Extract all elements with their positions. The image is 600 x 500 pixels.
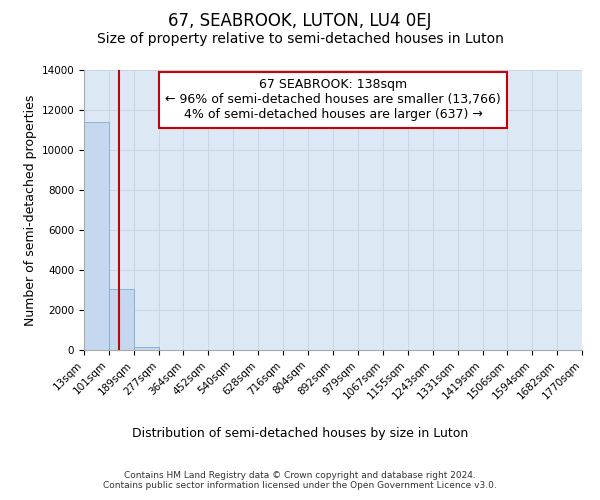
Text: Size of property relative to semi-detached houses in Luton: Size of property relative to semi-detach… [97,32,503,46]
Y-axis label: Number of semi-detached properties: Number of semi-detached properties [25,94,37,326]
Text: 67, SEABROOK, LUTON, LU4 0EJ: 67, SEABROOK, LUTON, LU4 0EJ [168,12,432,30]
Text: 67 SEABROOK: 138sqm
← 96% of semi-detached houses are smaller (13,766)
4% of sem: 67 SEABROOK: 138sqm ← 96% of semi-detach… [165,78,501,122]
Bar [134,346,159,350]
Text: Distribution of semi-detached houses by size in Luton: Distribution of semi-detached houses by … [132,428,468,440]
Bar [109,289,134,350]
Bar [84,122,109,350]
Text: Contains HM Land Registry data © Crown copyright and database right 2024.
Contai: Contains HM Land Registry data © Crown c… [103,470,497,490]
